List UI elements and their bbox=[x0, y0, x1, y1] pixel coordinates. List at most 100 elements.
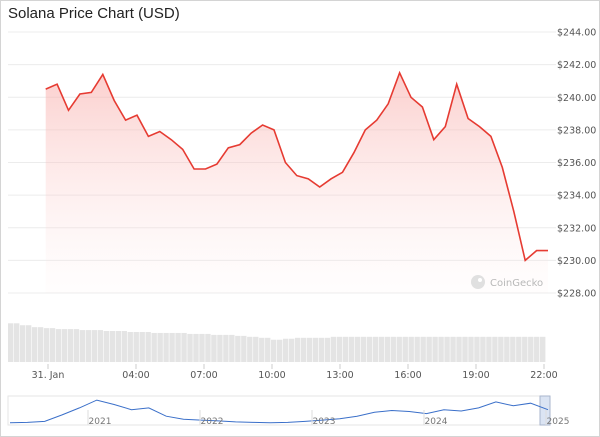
price-point bbox=[490, 136, 492, 138]
volume-bar bbox=[157, 332, 163, 362]
price-point bbox=[136, 114, 138, 116]
volume-bar bbox=[241, 335, 247, 362]
volume-bar bbox=[205, 333, 211, 362]
price-point bbox=[536, 250, 538, 252]
price-point bbox=[205, 168, 207, 170]
volume-bar bbox=[247, 336, 253, 362]
x-tick-label: 19:00 bbox=[462, 370, 489, 381]
navigator-handle[interactable] bbox=[539, 395, 551, 426]
y-tick-label: $230.00 bbox=[557, 256, 596, 267]
y-tick-label: $236.00 bbox=[557, 158, 596, 169]
volume-bar bbox=[330, 336, 337, 362]
volume-bar bbox=[360, 336, 367, 362]
volume-bar bbox=[480, 336, 486, 362]
price-point bbox=[502, 167, 504, 169]
volume-bar bbox=[450, 336, 456, 362]
volume-bar bbox=[432, 336, 438, 362]
volume-bar bbox=[187, 333, 193, 362]
volume-bar bbox=[139, 331, 145, 362]
coingecko-watermark: CoinGecko bbox=[471, 275, 543, 289]
volume-bar bbox=[318, 337, 325, 362]
volume-bar bbox=[175, 332, 181, 362]
x-tick-label: 22:00 bbox=[530, 370, 557, 381]
volume-bar bbox=[402, 336, 408, 362]
price-point bbox=[376, 119, 378, 121]
x-tick-label: 13:00 bbox=[326, 370, 353, 381]
price-point bbox=[387, 103, 389, 105]
volume-bar bbox=[199, 333, 205, 362]
volume-bar bbox=[468, 336, 474, 362]
price-point bbox=[250, 132, 252, 134]
navigator-year-labels: 2021 2022 2023 2024 2025 bbox=[87, 410, 569, 427]
price-point bbox=[68, 110, 70, 112]
volume-bar bbox=[265, 337, 271, 362]
price-point bbox=[148, 136, 150, 138]
volume-bar bbox=[492, 336, 498, 362]
price-point bbox=[182, 149, 184, 151]
price-point bbox=[56, 83, 58, 85]
price-point bbox=[296, 175, 298, 177]
y-tick-label: $228.00 bbox=[557, 289, 596, 300]
volume-bar bbox=[253, 336, 259, 362]
volume-bar bbox=[336, 336, 343, 362]
volume-bar bbox=[8, 323, 14, 362]
volume-bar bbox=[193, 333, 199, 362]
volume-bar bbox=[354, 336, 361, 362]
x-tick-label: 04:00 bbox=[122, 370, 149, 381]
price-point bbox=[273, 129, 275, 131]
volume-bar bbox=[366, 336, 373, 362]
price-point bbox=[307, 178, 309, 180]
price-point bbox=[285, 162, 287, 164]
volume-bar bbox=[145, 331, 151, 362]
volume-bar bbox=[73, 329, 80, 362]
y-tick-label: $232.00 bbox=[557, 223, 596, 234]
volume-bar bbox=[223, 334, 229, 362]
volume-bar bbox=[426, 336, 432, 362]
volume-bar bbox=[378, 336, 384, 362]
volume-bar bbox=[390, 336, 396, 362]
volume-bar bbox=[235, 335, 241, 362]
chart-title: Solana Price Chart (USD) bbox=[8, 5, 180, 22]
volume-bar bbox=[97, 330, 104, 362]
price-point bbox=[467, 118, 469, 120]
volume-bar bbox=[420, 336, 426, 362]
volume-bar bbox=[85, 330, 92, 362]
range-navigator[interactable]: 2021 2022 2023 2024 2025 bbox=[7, 395, 569, 427]
volume-bar bbox=[438, 336, 444, 362]
volume-bar bbox=[486, 336, 492, 362]
y-tick-label: $242.00 bbox=[557, 60, 596, 71]
price-point bbox=[170, 139, 172, 141]
volume-bar bbox=[528, 336, 534, 362]
volume-bar bbox=[229, 334, 235, 362]
volume-bar bbox=[151, 332, 157, 362]
volume-bar bbox=[19, 325, 26, 362]
price-point bbox=[330, 178, 332, 180]
volume-bar bbox=[121, 331, 127, 362]
volume-bar bbox=[396, 336, 402, 362]
volume-bar bbox=[312, 337, 319, 362]
volume-bar bbox=[474, 336, 480, 362]
watermark-text: CoinGecko bbox=[490, 278, 543, 289]
volume-bar bbox=[444, 336, 450, 362]
price-point bbox=[547, 250, 549, 252]
volume-bar bbox=[456, 336, 462, 362]
volume-bar bbox=[31, 327, 38, 362]
price-point bbox=[319, 186, 321, 188]
volume-bar bbox=[300, 337, 307, 362]
volume-bar bbox=[348, 336, 355, 362]
volume-bar bbox=[384, 336, 390, 362]
x-tick-label: 16:00 bbox=[394, 370, 421, 381]
volume-bar bbox=[414, 336, 420, 362]
price-point bbox=[159, 131, 161, 133]
volume-bar bbox=[504, 336, 510, 362]
navigator-year-label: 2021 bbox=[89, 417, 112, 427]
volume-bar bbox=[181, 332, 187, 362]
price-point bbox=[422, 106, 424, 108]
navigator-year-label: 2022 bbox=[201, 417, 224, 427]
price-point bbox=[479, 126, 481, 128]
volume-bar bbox=[372, 336, 379, 362]
price-point bbox=[365, 129, 367, 131]
price-line[interactable] bbox=[45, 70, 548, 262]
volume-bar bbox=[271, 339, 277, 362]
